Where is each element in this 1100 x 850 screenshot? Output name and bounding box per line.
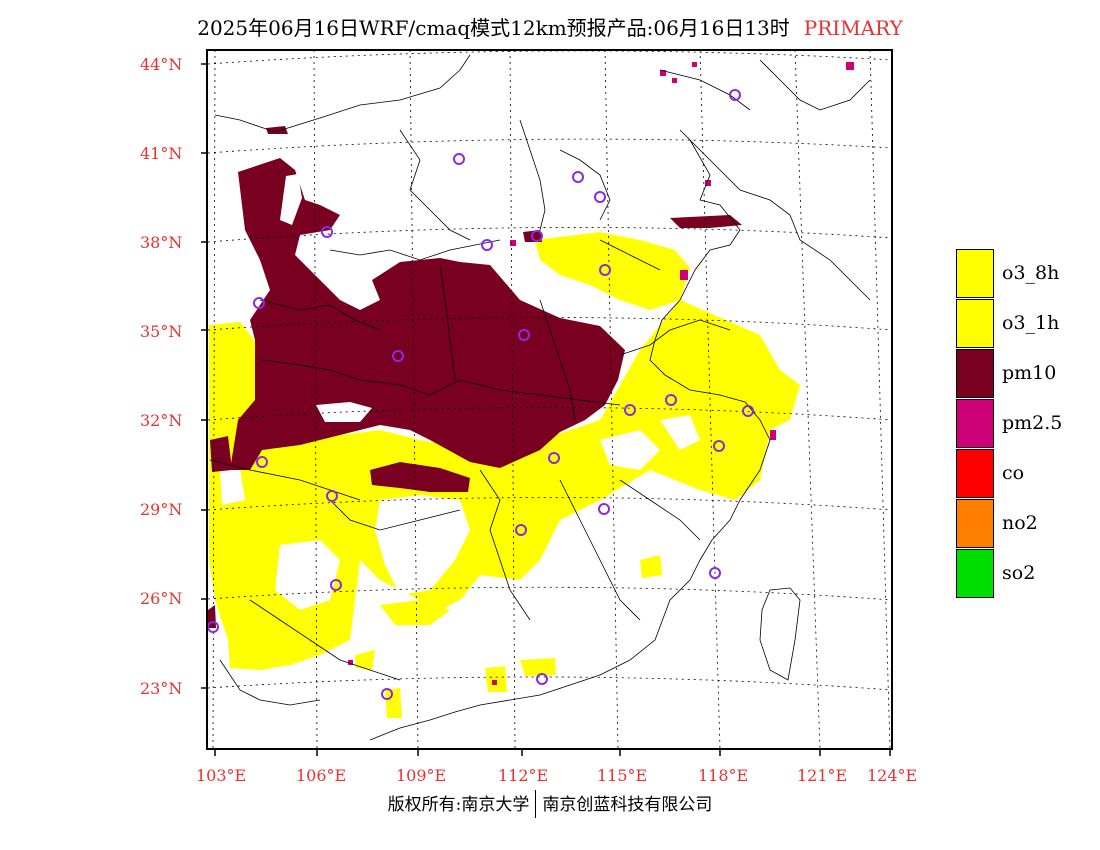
coastline-and-borders	[209, 54, 871, 741]
monitoring-station-markers	[207, 89, 754, 700]
lon-label-121e: 121°E	[797, 766, 848, 785]
title-main: 2025年06月16日WRF/cmaq模式12km预报产品:06月16日13时	[197, 16, 790, 40]
lon-label-109e: 109°E	[396, 766, 447, 785]
axis-ticks	[201, 63, 891, 756]
maroon-pm10-regions	[208, 126, 742, 628]
legend-swatch	[956, 299, 994, 348]
legend-label: no2	[1002, 512, 1038, 534]
lon-label-115e: 115°E	[597, 766, 648, 785]
lon-label-103e: 103°E	[196, 766, 247, 785]
legend-label: pm2.5	[1002, 412, 1063, 434]
legend-swatch	[956, 399, 994, 448]
legend-swatch	[956, 249, 994, 298]
legend-swatch	[956, 499, 994, 548]
lat-label-32n: 32°N	[140, 411, 183, 430]
legend-swatch	[956, 349, 994, 398]
lat-label-35n: 35°N	[140, 322, 183, 341]
lat-label-41n: 41°N	[140, 144, 183, 163]
copyright-footer: 版权所有:南京大学 南京创蓝科技有限公司	[0, 789, 1100, 820]
lat-label-29n: 29°N	[140, 500, 183, 519]
legend-label: co	[1002, 462, 1025, 484]
copyright-owner: 版权所有:南京大学	[387, 795, 530, 815]
lon-label-118e: 118°E	[698, 766, 749, 785]
lat-label-23n: 23°N	[140, 679, 183, 698]
title-tag: PRIMARY	[803, 16, 903, 40]
legend-swatch	[956, 449, 994, 498]
legend-label: pm10	[1002, 362, 1057, 384]
yellow-o3-regions	[209, 232, 800, 718]
white-holes-in-pm10	[280, 174, 372, 422]
legend-label: o3_1h	[1002, 312, 1060, 334]
lon-label-112e: 112°E	[498, 766, 549, 785]
map-title: 2025年06月16日WRF/cmaq模式12km预报产品:06月16日13时 P…	[0, 12, 1100, 41]
legend-label: o3_8h	[1002, 262, 1060, 284]
lat-label-44n: 44°N	[140, 55, 183, 74]
white-gaps	[220, 415, 700, 610]
legend-swatch	[956, 549, 994, 598]
lat-label-38n: 38°N	[140, 233, 183, 252]
legend-label: so2	[1002, 562, 1036, 584]
lat-label-26n: 26°N	[140, 589, 183, 608]
copyright-company: 南京创蓝科技有限公司	[542, 795, 713, 815]
lon-label-124e: 124°E	[867, 766, 918, 785]
footer-divider	[535, 789, 537, 818]
pm25-specks	[348, 62, 854, 685]
lon-label-106e: 106°E	[296, 766, 347, 785]
